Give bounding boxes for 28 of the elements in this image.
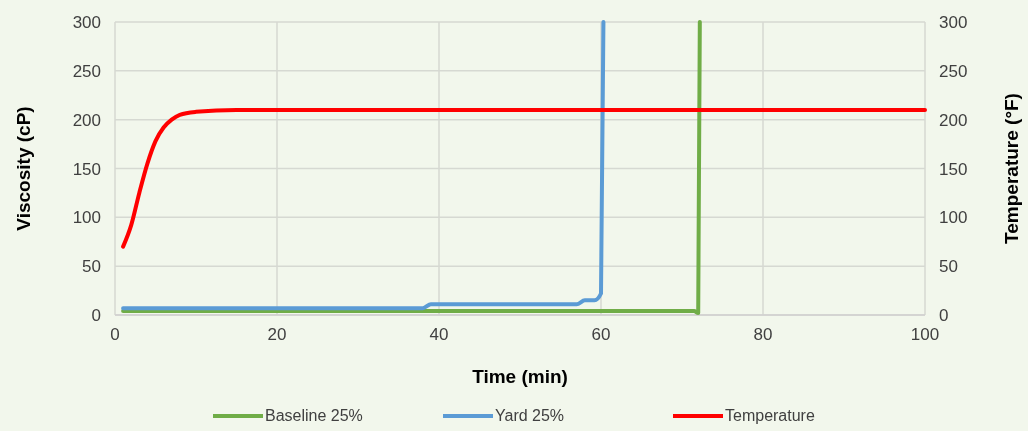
- x-tick-label: 100: [910, 325, 940, 344]
- y2-tick-label: 250: [939, 61, 968, 81]
- x-tick-label: 60: [591, 325, 611, 344]
- y-tick-label: 0: [91, 306, 101, 325]
- y-tick-label: 200: [72, 110, 101, 130]
- y-axis-title: Viscosity (cP): [13, 106, 34, 231]
- y-tick-label: 300: [72, 13, 101, 32]
- x-tick-label: 0: [110, 325, 120, 344]
- y2-tick-label: 150: [939, 159, 968, 179]
- y-tick-label: 50: [82, 257, 101, 277]
- y2-tick-label: 300: [939, 13, 968, 32]
- y2-tick-label: 100: [939, 208, 968, 228]
- y-tick-label: 250: [72, 61, 101, 81]
- y2-tick-label: 50: [939, 257, 958, 277]
- y-tick-label: 100: [72, 208, 101, 228]
- line-series: [121, 20, 606, 311]
- x-tick-label: 80: [753, 325, 773, 344]
- line-series: [121, 107, 927, 249]
- legend-label: Temperature: [725, 407, 815, 424]
- y2-tick-label: 0: [939, 306, 949, 325]
- y2-tick-label: 200: [939, 110, 968, 130]
- x-tick-label: 20: [267, 325, 287, 344]
- legend-label: Yard 25%: [495, 407, 565, 424]
- y-tick-label: 150: [72, 159, 101, 179]
- legend-label: Baseline 25%: [265, 407, 363, 424]
- x-axis-title: Time (min): [472, 366, 568, 387]
- y2-axis-title: Temperature (°F): [1001, 93, 1022, 244]
- x-tick-label: 40: [429, 325, 449, 344]
